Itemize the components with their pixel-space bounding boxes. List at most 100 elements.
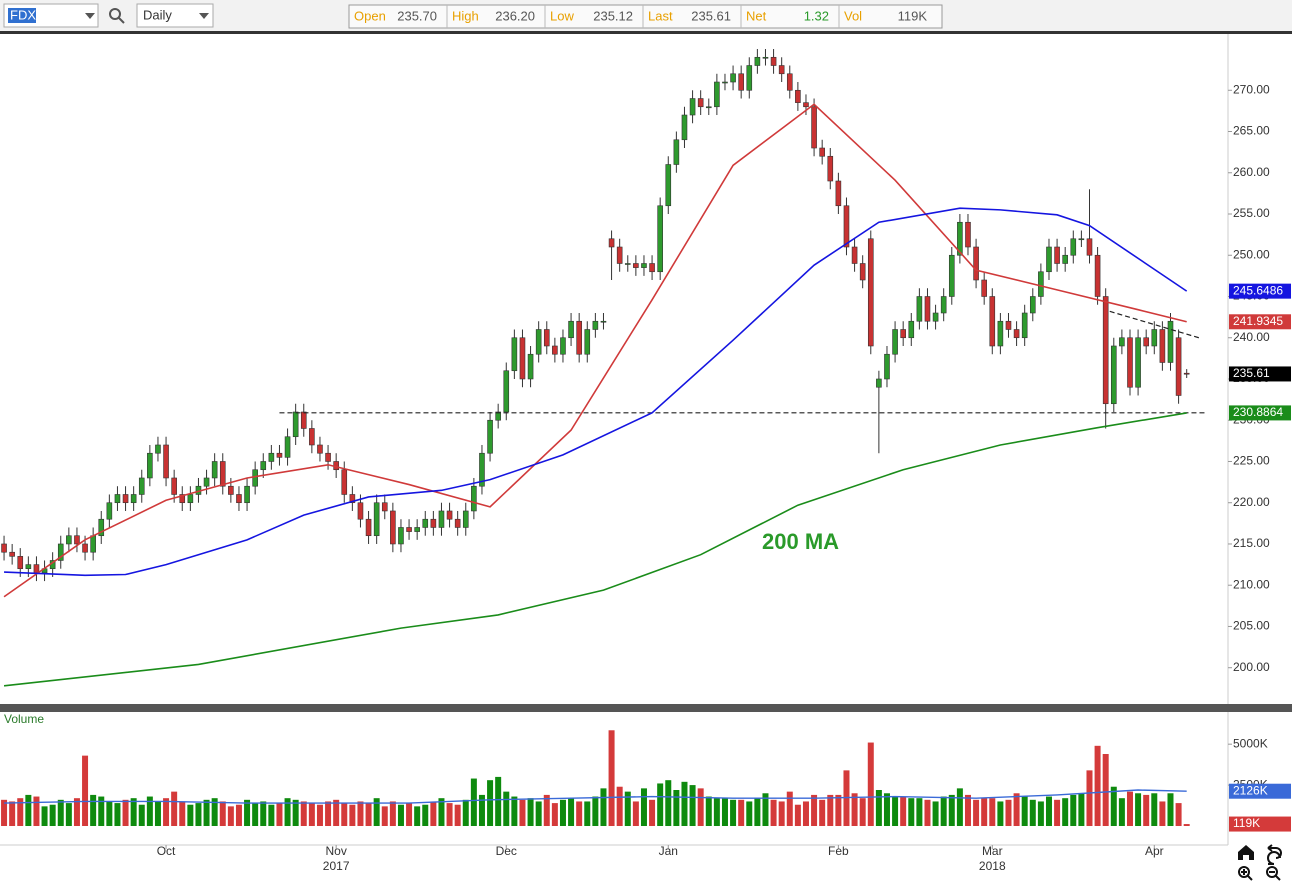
volume-bar xyxy=(559,799,566,826)
volume-bar xyxy=(738,799,745,826)
volume-bar xyxy=(827,794,834,826)
dropdown-arrow[interactable] xyxy=(199,13,209,19)
y-tick-label: 210.00 xyxy=(1233,577,1270,591)
home-icon[interactable] xyxy=(1238,845,1254,860)
volume-bar xyxy=(406,803,413,826)
candle-body xyxy=(665,164,672,207)
candle-body xyxy=(957,221,963,256)
volume-bar xyxy=(721,798,728,826)
candle-body xyxy=(973,246,979,281)
candle-body xyxy=(900,329,906,339)
volume-bar xyxy=(381,806,388,826)
volume-bar xyxy=(17,798,24,826)
volume-bar xyxy=(1062,798,1069,826)
volume-bar xyxy=(389,801,396,826)
candle-body xyxy=(641,263,647,268)
volume-bar xyxy=(1183,824,1190,826)
volume-bar xyxy=(276,803,283,826)
volume-bar xyxy=(616,786,623,826)
volume-bar xyxy=(495,776,502,826)
volume-bar xyxy=(1167,793,1174,826)
y-tick-label: 205.00 xyxy=(1233,619,1270,633)
volume-bar xyxy=(689,785,696,826)
volume-bar xyxy=(568,798,575,826)
zoom-in-mark xyxy=(1241,869,1253,881)
volume-bar xyxy=(592,796,599,826)
volume-bar xyxy=(908,798,915,826)
volume-bar xyxy=(883,793,890,826)
volume-bar xyxy=(1005,799,1012,826)
volume-bar xyxy=(730,799,737,826)
candle-body xyxy=(689,98,696,116)
volume-bar xyxy=(503,791,510,826)
interval-select[interactable] xyxy=(136,3,214,28)
candle-body xyxy=(276,452,283,458)
candle-body xyxy=(730,73,736,83)
candle-body xyxy=(754,56,761,66)
quote-label: Open xyxy=(354,8,386,23)
zoom-in-icon[interactable] xyxy=(1238,866,1250,878)
candle-body xyxy=(819,147,825,157)
y-tick-label: 265.00 xyxy=(1233,124,1270,138)
candle-body xyxy=(1119,337,1125,347)
candle-body xyxy=(414,527,420,532)
y-tick-label: 250.00 xyxy=(1233,247,1270,261)
candle-body xyxy=(1151,329,1158,347)
volume-bar xyxy=(154,801,161,826)
volume-bar xyxy=(778,801,785,826)
candle-body xyxy=(82,543,88,553)
volume-bar xyxy=(511,796,518,826)
ma-label-box xyxy=(1229,283,1291,299)
volume-bar xyxy=(438,798,445,826)
candle-body xyxy=(1078,238,1085,241)
symbol-selection xyxy=(8,8,36,23)
volume-bar xyxy=(859,798,866,826)
volume-bar xyxy=(414,806,421,826)
volume-bar xyxy=(211,798,218,826)
candle-body xyxy=(1005,320,1012,330)
toolbar-border xyxy=(0,31,1292,34)
candle-body xyxy=(697,98,704,108)
undo-icon[interactable] xyxy=(1267,844,1282,865)
candle-body xyxy=(843,205,850,248)
candle-body xyxy=(916,296,923,322)
candle-body xyxy=(171,477,177,495)
volume-bar xyxy=(681,781,688,826)
dropdown-arrow[interactable] xyxy=(85,13,95,19)
candle-body xyxy=(446,510,453,520)
candle-body xyxy=(309,428,315,446)
y-tick-label: 215.00 xyxy=(1233,536,1270,550)
candle-body xyxy=(462,510,469,528)
candle-body xyxy=(57,543,64,561)
quote-label: Vol xyxy=(844,8,862,23)
volume-bar xyxy=(462,799,469,826)
volume-bar xyxy=(203,799,210,826)
zoom-out-icon[interactable] xyxy=(1266,866,1278,878)
volume-bar xyxy=(235,804,242,826)
volume-bar xyxy=(770,799,777,826)
volume-bar xyxy=(851,793,858,826)
candle-body xyxy=(1070,238,1077,256)
volume-bar xyxy=(373,798,380,826)
candle-body xyxy=(1029,296,1036,314)
candle-body xyxy=(284,436,291,458)
y-tick-label: 200.00 xyxy=(1233,660,1270,674)
volume-bar xyxy=(576,801,583,826)
candle-body xyxy=(1013,329,1020,339)
volume-bar xyxy=(171,791,178,826)
volume-bar xyxy=(1151,793,1158,826)
candle-body xyxy=(827,155,834,182)
volume-bar xyxy=(1175,803,1182,826)
x-tick-label: Feb xyxy=(828,844,849,858)
candle-body xyxy=(1038,271,1044,297)
candle-body xyxy=(965,221,971,248)
candle-body xyxy=(260,461,267,471)
volume-bar xyxy=(964,794,971,826)
interval: Daily xyxy=(143,7,172,22)
candle-body xyxy=(1110,345,1117,405)
volume-bar xyxy=(657,783,664,826)
search-icon[interactable] xyxy=(109,8,121,20)
candle-body xyxy=(179,494,186,504)
candle-body xyxy=(851,246,858,264)
last-price: 235.61 xyxy=(1233,366,1270,380)
